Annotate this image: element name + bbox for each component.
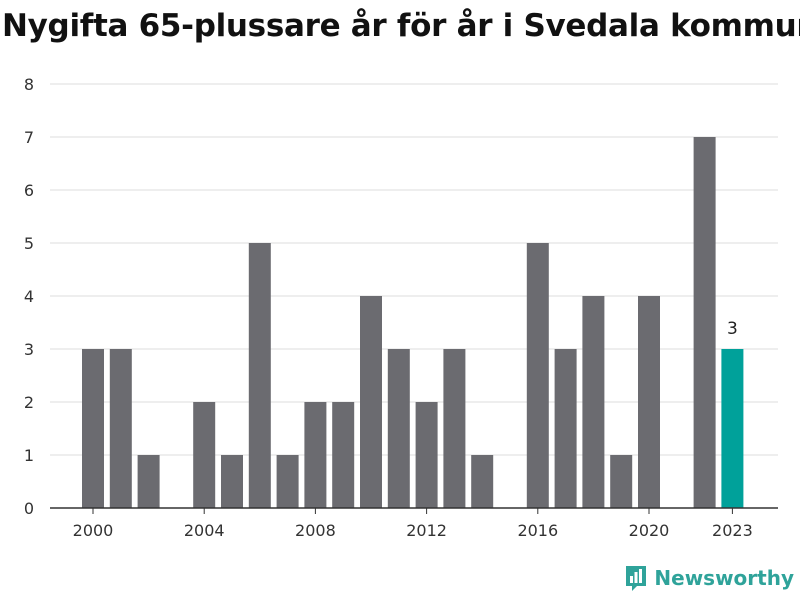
brand-name: Newsworthy xyxy=(654,566,794,590)
bar xyxy=(137,455,160,508)
x-tick-label: 2000 xyxy=(73,521,114,540)
bar xyxy=(387,349,410,508)
bar xyxy=(109,349,132,508)
bar xyxy=(526,243,549,508)
y-tick-label: 6 xyxy=(24,181,34,200)
bar xyxy=(248,243,271,508)
bar xyxy=(82,349,104,508)
bar xyxy=(415,402,438,508)
data-label: 3 xyxy=(727,319,738,339)
bar xyxy=(610,455,633,508)
y-tick-label: 3 xyxy=(24,340,34,359)
newsworthy-logo-icon xyxy=(626,566,647,591)
y-tick-label: 7 xyxy=(24,128,34,147)
y-tick-label: 0 xyxy=(24,499,34,518)
bar xyxy=(471,455,494,508)
bar xyxy=(554,349,577,508)
bar xyxy=(332,402,355,508)
y-tick-label: 8 xyxy=(24,75,34,94)
x-tick-label: 2004 xyxy=(184,521,225,540)
bar xyxy=(360,296,382,508)
y-tick-label: 1 xyxy=(24,446,34,465)
bar xyxy=(221,455,243,508)
x-tick-label: 2012 xyxy=(406,521,447,540)
bar xyxy=(443,349,466,508)
bar xyxy=(304,402,327,508)
bar xyxy=(276,455,299,508)
bar xyxy=(582,296,605,508)
x-tick-label: 2016 xyxy=(517,521,558,540)
y-tick-label: 5 xyxy=(24,234,34,253)
y-tick-label: 4 xyxy=(24,287,34,306)
bar xyxy=(193,402,216,508)
x-tick-label: 2023 xyxy=(712,521,753,540)
x-tick-label: 2008 xyxy=(295,521,336,540)
bar xyxy=(693,137,716,508)
x-tick-label: 2020 xyxy=(629,521,670,540)
bar-highlight xyxy=(721,349,744,508)
brand-logo: Newsworthy xyxy=(624,564,794,592)
y-tick-label: 2 xyxy=(24,393,34,412)
chart-title: Nygifta 65-plussare år för år i Svedala … xyxy=(2,8,800,44)
bar xyxy=(638,296,660,508)
